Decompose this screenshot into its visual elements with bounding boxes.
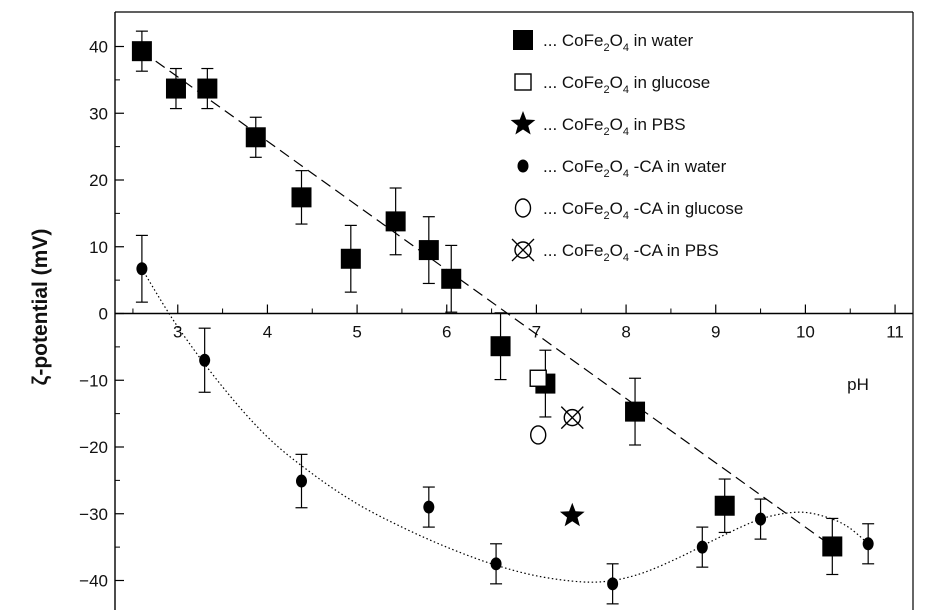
filled-square-legend-icon xyxy=(513,30,533,50)
x-axis-label: pH xyxy=(847,375,869,394)
x-tick-label: 8 xyxy=(621,323,630,342)
x-tick-label: 6 xyxy=(442,323,451,342)
legend-entry: ... CoFe2O4 -CA in PBS xyxy=(511,238,719,264)
series-open-circle xyxy=(530,425,547,445)
data-marks xyxy=(131,30,875,605)
y-tick-label: −10 xyxy=(79,371,108,390)
y-tick-label: 40 xyxy=(89,38,108,57)
data-point xyxy=(530,425,547,445)
legend-label: ... CoFe2O4 in water xyxy=(543,31,694,54)
data-point xyxy=(423,500,435,514)
x-tick-label: 11 xyxy=(886,323,904,342)
data-point xyxy=(607,577,619,591)
data-point xyxy=(291,187,312,208)
data-point xyxy=(441,268,462,289)
legend-label: ... CoFe2O4 -CA in PBS xyxy=(543,241,719,264)
y-tick-label: 0 xyxy=(99,305,108,324)
series-open-square xyxy=(529,369,547,387)
data-point xyxy=(245,127,266,148)
data-point xyxy=(165,78,186,99)
series-filled-circle xyxy=(135,234,875,605)
data-point xyxy=(136,262,148,276)
y-tick-label: 20 xyxy=(89,171,108,190)
legend-entry: ... CoFe2O4 in PBS xyxy=(510,111,686,138)
x-tick-label: 9 xyxy=(711,323,720,342)
crossed-circle-line xyxy=(560,406,584,430)
data-point xyxy=(199,353,211,367)
y-tick-label: −30 xyxy=(79,505,108,524)
legend-label: ... CoFe2O4 in glucose xyxy=(543,73,710,96)
data-point xyxy=(625,401,646,422)
x-tick-label: 3 xyxy=(173,323,182,342)
legend-label: ... CoFe2O4 in PBS xyxy=(543,115,686,138)
plot-axes: 40 30 20 10 0 −10 −20 −30 −40 3 4 5 6 7 8 9 10 11 xyxy=(79,11,914,610)
legend-entry: ... CoFe2O4 in water xyxy=(513,30,694,54)
data-point xyxy=(696,540,708,554)
data-point xyxy=(418,240,439,261)
data-point xyxy=(131,41,152,62)
data-point xyxy=(559,502,585,527)
y-tick-label: −20 xyxy=(79,438,108,457)
data-point xyxy=(714,495,735,516)
series-star xyxy=(559,502,585,527)
y-tick-label: 30 xyxy=(89,104,108,123)
y-axis-label: ζ-potential (mV) xyxy=(29,229,52,386)
dashed-fit-line xyxy=(141,50,833,547)
legend-entry: ... CoFe2O4 -CA in glucose xyxy=(514,198,743,222)
data-point xyxy=(822,536,843,557)
data-point xyxy=(560,406,584,430)
legend-label: ... CoFe2O4 -CA in water xyxy=(543,157,727,180)
y-tick-label: −40 xyxy=(79,572,108,591)
y-tick-label: 10 xyxy=(89,238,108,257)
legend: ... CoFe2O4 in water ... CoFe2O4 in gluco… xyxy=(510,30,743,264)
data-point xyxy=(755,512,767,526)
open-square-legend-icon xyxy=(514,73,532,91)
series-crossed-circle xyxy=(560,406,584,430)
data-point xyxy=(385,211,406,232)
legend-entry: ... CoFe2O4 in glucose xyxy=(514,73,710,96)
data-point xyxy=(490,336,511,357)
x-tick-label: 4 xyxy=(263,323,272,342)
data-point xyxy=(529,369,547,387)
x-tick-label: 10 xyxy=(796,323,815,342)
star-legend-icon xyxy=(510,111,536,135)
legend-label: ... CoFe2O4 -CA in glucose xyxy=(543,199,743,222)
crossed-circle-legend-icon xyxy=(511,238,535,262)
series-filled-square xyxy=(131,30,843,576)
data-point xyxy=(340,248,361,269)
open-circle-legend-icon xyxy=(514,198,532,218)
data-point xyxy=(295,474,307,488)
filled-circle-legend-icon xyxy=(517,159,529,173)
dotted-fit-curve xyxy=(141,268,869,583)
data-point xyxy=(197,78,218,99)
crossed-circle-line xyxy=(511,238,535,262)
data-point xyxy=(490,557,502,571)
x-tick-label: 7 xyxy=(532,323,541,342)
data-point xyxy=(862,537,874,551)
legend-entry: ... CoFe2O4 -CA in water xyxy=(517,157,727,180)
x-tick-label: 5 xyxy=(352,323,361,342)
